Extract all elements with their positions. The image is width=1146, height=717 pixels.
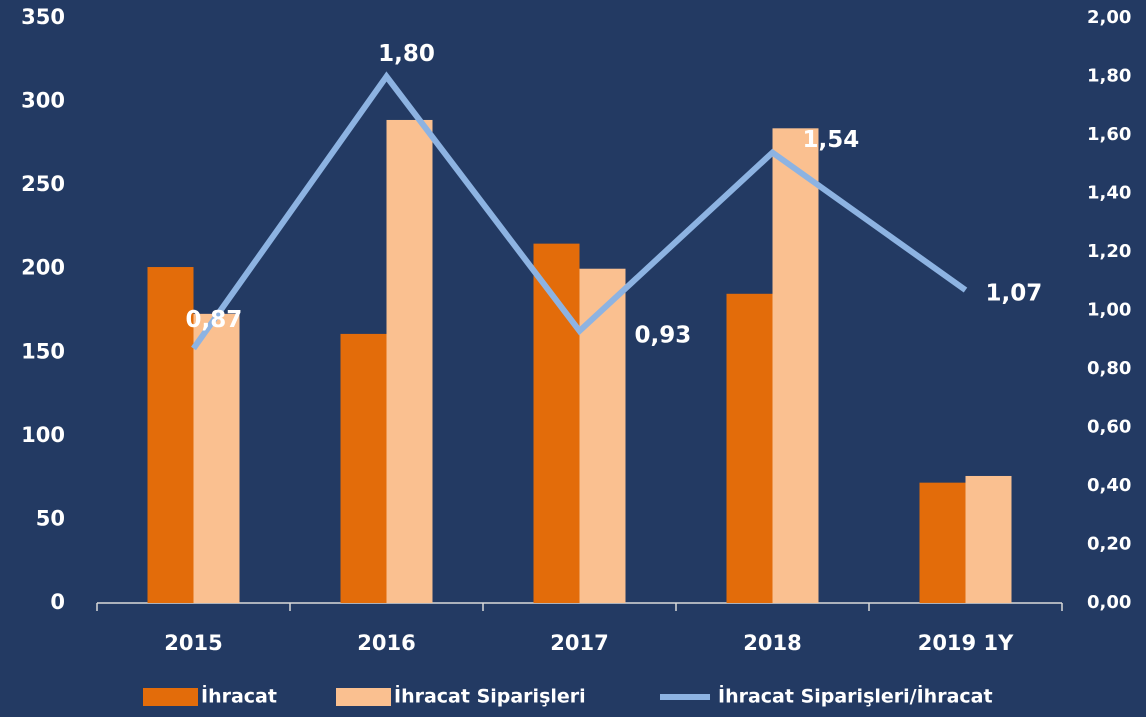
y-tick-label: 0 (50, 590, 65, 614)
bar (340, 333, 387, 603)
y2-tick-label: 0,40 (1087, 475, 1131, 496)
bar (147, 267, 194, 603)
x-tick-label: 2015 (164, 631, 222, 655)
y2-tick-label: 1,60 (1087, 124, 1131, 145)
y2-tick-label: 0,80 (1087, 358, 1131, 379)
data-label: 1,54 (803, 127, 860, 153)
legend-label: İhracat Siparişleri/İhracat (718, 684, 993, 708)
x-tick-label: 2019 1Y (918, 631, 1014, 655)
bar (193, 313, 240, 603)
legend-label: İhracat (201, 684, 277, 708)
bar (965, 475, 1012, 603)
x-tick-label: 2018 (743, 631, 801, 655)
bar (579, 268, 626, 603)
x-tick-label: 2016 (357, 631, 415, 655)
y2-tick-label: 0,20 (1087, 534, 1131, 555)
y2-tick-label: 1,80 (1087, 66, 1131, 87)
data-label: 0,93 (635, 322, 692, 348)
legend-label: İhracat Siparişleri (394, 684, 586, 708)
y-tick-label: 300 (21, 89, 65, 113)
y2-tick-label: 1,40 (1087, 183, 1131, 204)
x-tick-label: 2017 (550, 631, 608, 655)
y2-tick-label: 2,00 (1087, 7, 1131, 28)
bar (726, 293, 773, 603)
y2-tick-label: 1,00 (1087, 300, 1131, 321)
y-tick-label: 50 (36, 506, 65, 530)
data-label: 1,07 (986, 281, 1043, 307)
data-label: 1,80 (378, 41, 435, 67)
y2-tick-label: 0,00 (1087, 592, 1131, 613)
legend-swatch (336, 688, 391, 706)
y2-tick-label: 0,60 (1087, 417, 1131, 438)
bar (772, 128, 819, 604)
y-tick-label: 350 (21, 5, 65, 29)
y-tick-label: 250 (21, 172, 65, 196)
bar (386, 119, 433, 603)
y-tick-label: 100 (21, 423, 65, 447)
line (191, 71, 968, 351)
data-label: 0,87 (186, 307, 243, 333)
y2-tick-label: 1,20 (1087, 241, 1131, 262)
y-tick-label: 150 (21, 339, 65, 363)
y-tick-label: 200 (21, 256, 65, 280)
bar (919, 482, 966, 603)
legend-swatch (143, 688, 198, 706)
